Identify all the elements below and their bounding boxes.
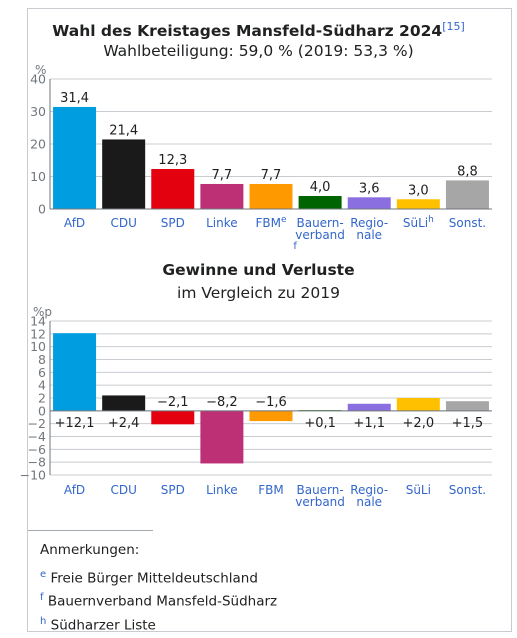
y-tick-label: 12 xyxy=(30,326,46,341)
category-label: Linke xyxy=(206,216,238,230)
bar xyxy=(445,180,489,209)
bar xyxy=(200,183,244,209)
category-footnote: f xyxy=(293,241,297,252)
y-tick-label: 8 xyxy=(38,352,46,367)
results-bar-chart: % 0 10 20 30 40 31,4 AfD 21,4 CDU 12,3 SPD 7,7 Linke 7… xyxy=(30,63,492,252)
y-axis-unit: % xyxy=(35,63,46,77)
bar xyxy=(298,196,342,209)
note-mark[interactable]: f xyxy=(40,592,44,603)
data-label: 4,0 xyxy=(310,180,331,195)
data-label: +1,5 xyxy=(452,416,484,431)
footnote-link[interactable]: [15] xyxy=(442,20,465,33)
y-axis-unit: %p xyxy=(33,305,52,319)
y-tick-label: −8 xyxy=(28,455,46,470)
bar xyxy=(53,333,97,411)
data-label: 12,3 xyxy=(158,153,187,168)
category-label: FBM xyxy=(258,483,284,497)
notes-heading: Anmerkungen: xyxy=(40,542,140,558)
bar xyxy=(102,139,146,209)
data-label: 7,7 xyxy=(212,168,233,183)
category-label: Linke xyxy=(206,483,238,497)
bar xyxy=(347,197,391,209)
category-label: AfD xyxy=(64,216,85,230)
category-label: verband xyxy=(295,228,345,242)
category-label: CDU xyxy=(110,483,136,497)
category-label: SüLih xyxy=(403,215,434,230)
category-label: SPD xyxy=(161,216,185,230)
category-label: Sonst. xyxy=(449,483,486,497)
category-label: nale xyxy=(356,228,382,242)
category-label: Bauern- xyxy=(296,216,343,230)
bar xyxy=(396,199,440,209)
bar xyxy=(249,183,293,209)
bar xyxy=(249,410,293,422)
data-label: 7,7 xyxy=(261,168,282,183)
y-tick-label: 10 xyxy=(30,169,46,184)
data-label: 8,8 xyxy=(457,164,478,179)
data-label: −1,6 xyxy=(255,395,287,410)
note-item: f Bauernverband Mansfeld-Südharz xyxy=(40,592,278,610)
category-label: verband xyxy=(295,495,345,509)
bar xyxy=(151,410,195,425)
y-tick-label: 6 xyxy=(38,365,46,380)
y-tick-label: 20 xyxy=(30,137,46,152)
category-label: nale xyxy=(356,495,382,509)
category-label: Regio- xyxy=(350,483,388,497)
category-label: AfD xyxy=(64,483,85,497)
data-label: 3,0 xyxy=(408,183,429,198)
y-tick-label: −4 xyxy=(28,429,46,444)
y-tick-label: 30 xyxy=(30,104,46,119)
bar xyxy=(53,106,97,209)
y-tick-label: 14 xyxy=(30,314,46,329)
y-tick-label: −6 xyxy=(28,442,46,457)
data-label: 31,4 xyxy=(60,91,89,106)
chart-subtitle: Wahlbeteiligung: 59,0 % (2019: 53,3 %) xyxy=(103,42,414,60)
chart2-title: Gewinne und Verluste xyxy=(162,261,355,279)
data-label: 3,6 xyxy=(359,181,380,196)
note-item: e Freie Bürger Mitteldeutschland xyxy=(40,568,258,587)
data-label: −8,2 xyxy=(206,395,238,410)
data-label: +12,1 xyxy=(55,416,95,431)
category-label: Sonst. xyxy=(449,216,486,230)
data-label: +2,4 xyxy=(108,416,140,431)
category-label: SüLi xyxy=(406,483,431,497)
note-item: h Südharzer Liste xyxy=(40,615,156,634)
data-label: +1,1 xyxy=(353,416,385,431)
category-label: Regio- xyxy=(350,216,388,230)
bar xyxy=(347,403,391,411)
chart2-subtitle: im Vergleich zu 2019 xyxy=(177,284,340,302)
data-label: −2,1 xyxy=(157,395,189,410)
bar xyxy=(396,398,440,411)
bar xyxy=(151,169,195,209)
y-tick-label: 4 xyxy=(38,378,46,393)
category-label: CDU xyxy=(110,216,136,230)
data-label: 21,4 xyxy=(109,123,138,138)
y-tick-label: 2 xyxy=(38,391,46,406)
y-tick-label: 10 xyxy=(30,339,46,354)
chart-title: Wahl des Kreistages Mansfeld-Südharz 202… xyxy=(52,20,465,41)
y-tick-label: 0 xyxy=(38,202,46,217)
bar xyxy=(200,410,244,464)
data-label: +2,0 xyxy=(403,416,435,431)
category-label: FBMe xyxy=(255,215,287,230)
bar xyxy=(102,395,146,411)
bar xyxy=(445,401,489,411)
category-label: SPD xyxy=(161,483,185,497)
y-tick-label: −2 xyxy=(28,416,46,431)
y-tick-label: 40 xyxy=(30,72,46,87)
note-mark[interactable]: h xyxy=(40,615,47,627)
notes-divider xyxy=(28,530,153,531)
y-tick-label: 0 xyxy=(38,403,46,418)
y-tick-label: −10 xyxy=(20,468,46,483)
data-label: +0,1 xyxy=(304,416,336,431)
note-mark[interactable]: e xyxy=(40,568,47,580)
category-label: Bauern- xyxy=(296,483,343,497)
notes-section: Anmerkungen: e Freie Bürger Mitteldeutsc… xyxy=(28,530,480,634)
